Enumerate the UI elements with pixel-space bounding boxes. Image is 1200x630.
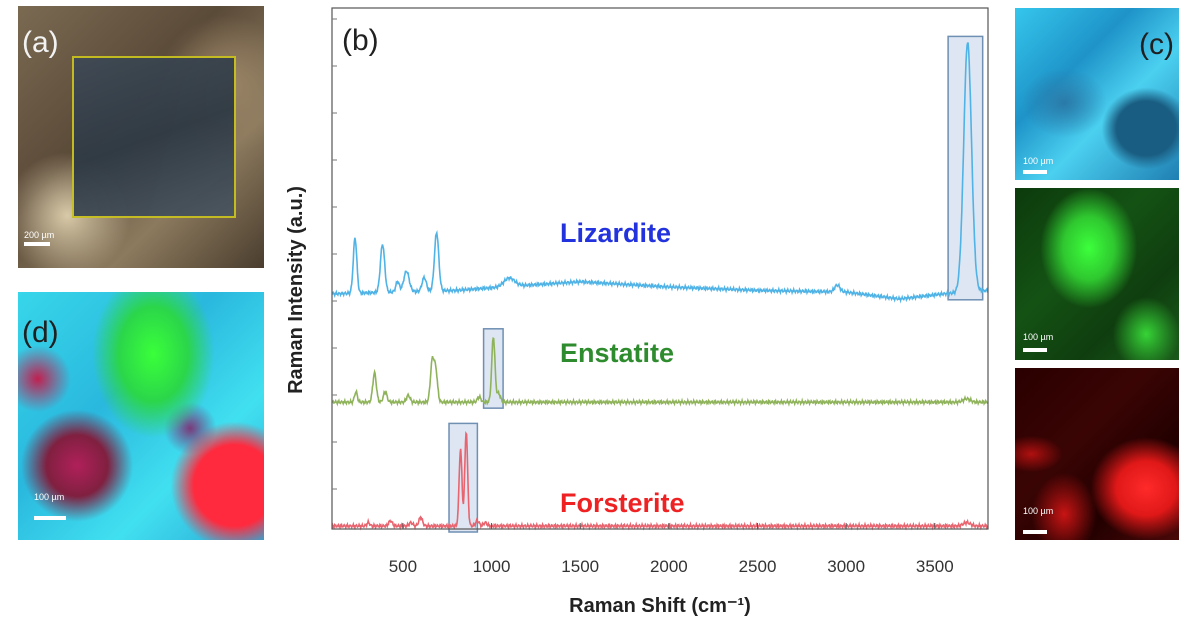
x-tick-label: 2000	[650, 557, 688, 576]
lizardite-spectrum-line	[331, 42, 989, 304]
panel-a-label: (a)	[22, 26, 59, 59]
panel-c-forsterite-scale-bar	[1023, 530, 1047, 534]
spectra-lines	[331, 42, 989, 531]
x-tick-label: 500	[389, 557, 417, 576]
forsterite-label: Forsterite	[560, 488, 685, 518]
panel-c-enstatite-map: 100 µm	[1015, 188, 1179, 360]
lizardite-label: Lizardite	[560, 218, 671, 248]
panel-c-enstatite-scale-label: 100 µm	[1023, 332, 1054, 342]
panel-c-enstatite-scale-bar	[1023, 348, 1047, 352]
panel-a-scale-label: 200 µm	[24, 230, 55, 240]
y-axis-title: Raman Intensity (a.u.)	[285, 186, 307, 394]
panel-b-label: (b)	[342, 24, 379, 57]
forsterite-peak-highlight	[448, 422, 479, 533]
panel-c-lizardite-map: (c) 100 µm	[1015, 8, 1179, 180]
enstatite-spectrum-line	[331, 337, 988, 408]
panel-c-lizardite-scale-label: 100 µm	[1023, 156, 1054, 166]
panel-c-forsterite-map: 100 µm	[1015, 368, 1179, 540]
panel-d-scale-bar	[34, 516, 66, 520]
panel-c-forsterite-scale-label: 100 µm	[1023, 506, 1054, 516]
enstatite-peak-highlight	[482, 328, 504, 409]
x-tick-label: 3500	[916, 557, 954, 576]
plot-frame	[331, 7, 989, 530]
axis-ticks: 500 1000 1500 2000 2500 3000 3500	[332, 18, 954, 576]
panel-d-composite-map: (d) 100 µm	[18, 292, 264, 540]
x-tick-label: 1000	[473, 557, 511, 576]
panel-a-micrograph: (a) 200 µm	[18, 6, 264, 268]
x-axis-title: Raman Shift (cm⁻¹)	[569, 595, 751, 617]
panel-a-scale-bar	[24, 242, 50, 246]
forsterite-spectrum-line	[331, 431, 989, 531]
x-tick-label: 3000	[827, 557, 865, 576]
x-tick-label: 1500	[561, 557, 599, 576]
panel-c-lizardite-scale-bar	[1023, 170, 1047, 174]
region-of-interest-box	[72, 56, 236, 218]
enstatite-label: Enstatite	[560, 338, 674, 368]
x-tick-label: 2500	[739, 557, 777, 576]
panel-c-label: (c)	[1139, 28, 1174, 61]
panel-d-label: (d)	[22, 316, 59, 349]
panel-d-scale-label: 100 µm	[34, 492, 65, 502]
